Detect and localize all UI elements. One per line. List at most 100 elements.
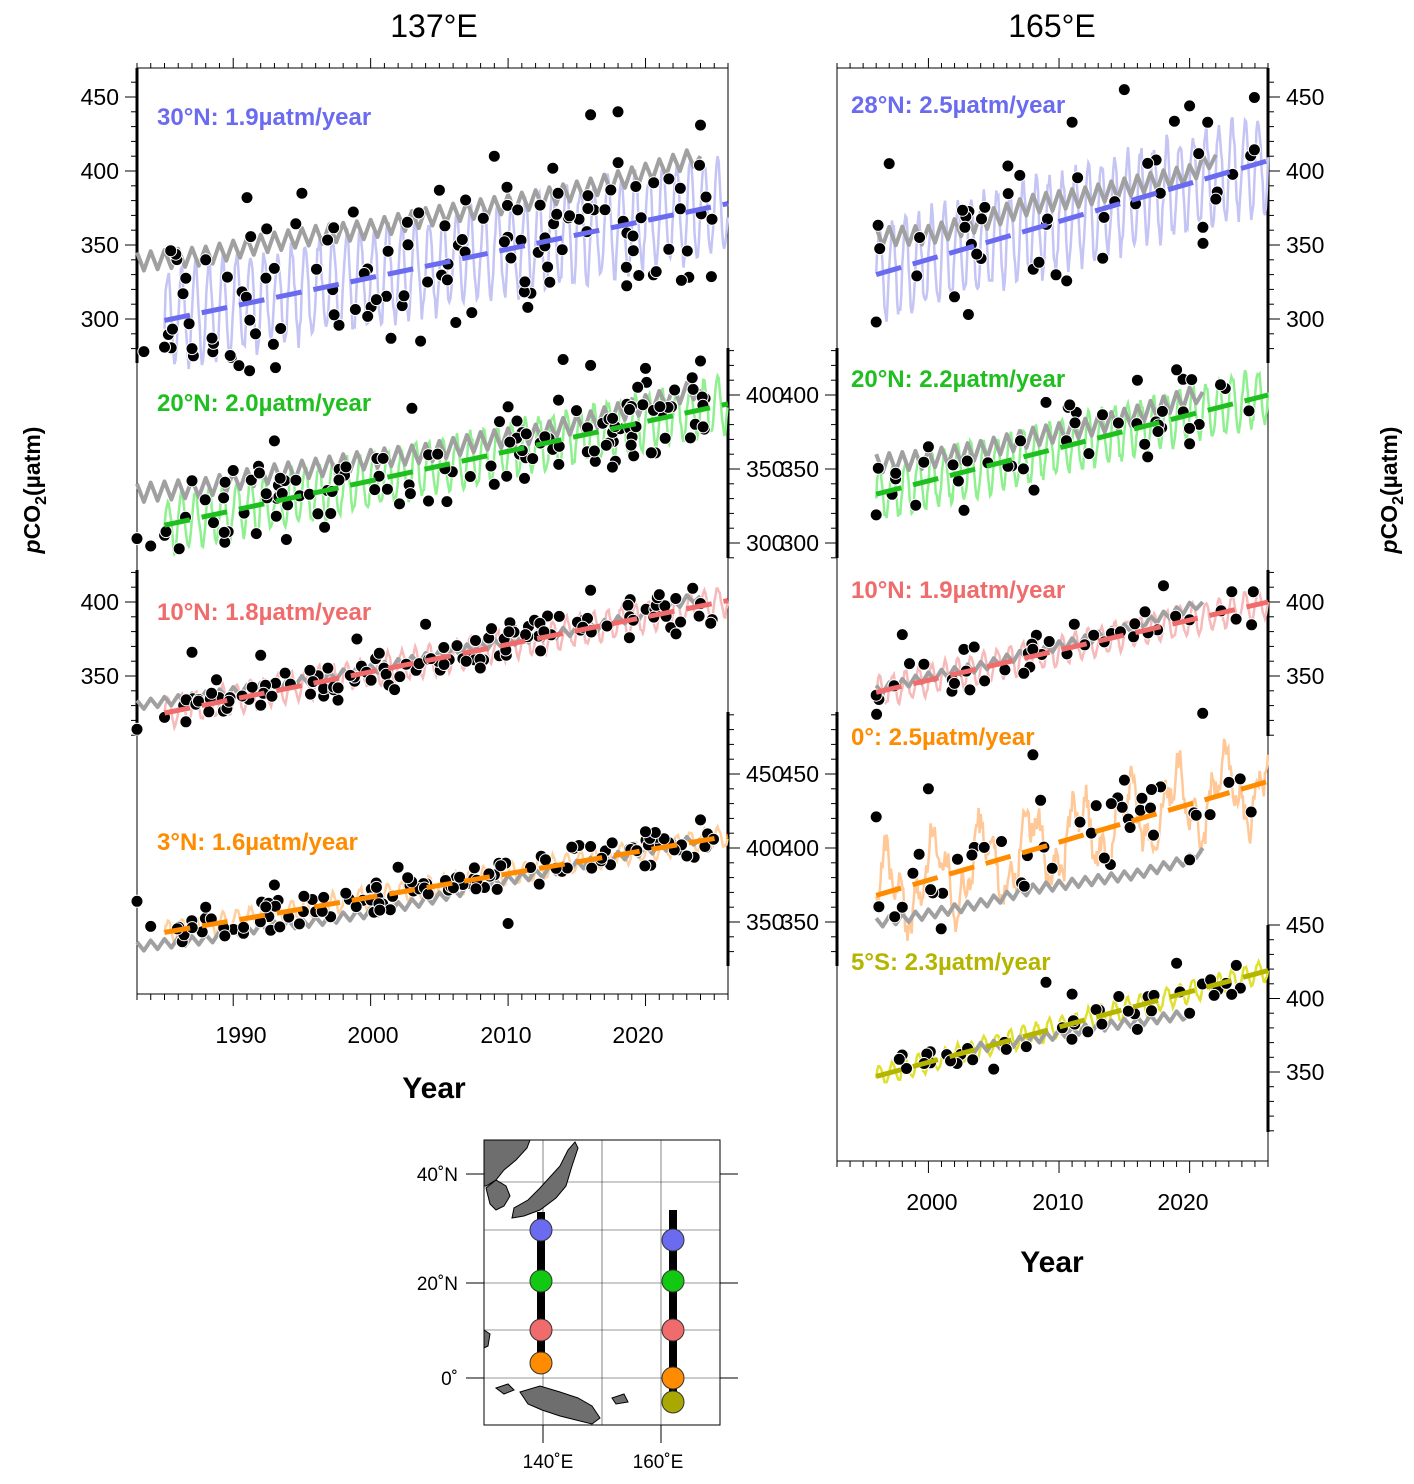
observed-point xyxy=(644,446,658,460)
observed-point xyxy=(649,265,663,279)
observed-point xyxy=(164,244,178,258)
ocean-gray-line xyxy=(874,846,1205,929)
y-tick-label: 400 xyxy=(1286,986,1324,1012)
observed-point xyxy=(620,279,634,293)
observed-point xyxy=(339,886,353,900)
observed-point xyxy=(467,861,481,875)
observed-point xyxy=(297,889,311,903)
observed-point xyxy=(198,493,212,507)
observed-point xyxy=(622,631,636,645)
observed-point xyxy=(393,670,407,684)
observed-point xyxy=(599,438,613,452)
observed-point xyxy=(1065,987,1079,1001)
map-lat-label: 0˚ xyxy=(441,1369,458,1390)
observed-point xyxy=(1032,255,1046,269)
observed-point xyxy=(266,337,280,351)
observed-point xyxy=(1246,585,1260,599)
new-guinea xyxy=(519,1385,601,1425)
panel-137E-10N: 350 400 10°N: 1.8µatm/year xyxy=(81,570,729,736)
observed-point xyxy=(882,157,896,171)
observed-point xyxy=(948,290,961,304)
observed-point xyxy=(1233,981,1247,995)
observed-point xyxy=(1095,1017,1109,1031)
observed-point xyxy=(1089,799,1103,813)
observed-point xyxy=(1068,416,1082,430)
observed-point xyxy=(966,1053,980,1067)
observed-point xyxy=(463,470,477,483)
observed-point xyxy=(565,840,579,854)
observed-point xyxy=(401,871,415,885)
observed-point xyxy=(1244,805,1258,819)
observed-point xyxy=(502,625,516,639)
observed-point xyxy=(373,903,387,917)
observed-point xyxy=(473,661,487,675)
observed-point xyxy=(368,483,382,497)
observed-point xyxy=(455,233,469,246)
observed-point xyxy=(431,447,445,461)
map-lon-label: 160˚E xyxy=(633,1452,684,1473)
observed-point xyxy=(673,202,687,216)
observed-point xyxy=(1209,192,1223,206)
observed-point xyxy=(600,619,614,633)
map-station-137E-10N xyxy=(529,1318,553,1342)
observed-point xyxy=(584,108,598,122)
observed-point xyxy=(652,588,666,602)
observed-point xyxy=(249,327,262,341)
observed-point xyxy=(244,473,258,487)
trend-line xyxy=(875,392,1269,497)
observed-point xyxy=(869,508,883,522)
observed-point xyxy=(638,859,652,873)
observed-point xyxy=(555,243,569,257)
y-label-sub: 2 xyxy=(33,496,50,505)
observed-point xyxy=(1247,91,1261,104)
observed-point xyxy=(1185,373,1199,387)
observed-point xyxy=(500,180,514,194)
observed-point xyxy=(669,627,683,641)
observed-point xyxy=(137,345,151,359)
x-tick-label: 2020 xyxy=(1157,1189,1208,1215)
ocean-gray-line xyxy=(135,380,703,504)
observed-point xyxy=(205,331,219,345)
observed-point xyxy=(260,222,274,236)
observed-point xyxy=(958,220,972,234)
observed-point xyxy=(1014,434,1027,448)
observed-point xyxy=(694,354,707,368)
observed-point xyxy=(267,261,281,275)
observed-point xyxy=(321,233,335,247)
observed-point xyxy=(501,400,515,414)
observed-point xyxy=(223,349,237,362)
observed-point xyxy=(1026,748,1040,762)
observed-point xyxy=(987,1062,1001,1076)
y-tick-label: 400 xyxy=(81,158,119,184)
observed-point xyxy=(957,503,971,517)
observed-point xyxy=(501,917,515,930)
observed-point xyxy=(218,475,232,489)
observed-point xyxy=(1039,395,1053,409)
observed-point xyxy=(917,455,931,469)
observed-point xyxy=(1001,187,1015,201)
observed-point xyxy=(450,639,464,653)
map-station-165E-10N xyxy=(661,1318,685,1342)
observed-point xyxy=(381,244,395,258)
observed-point xyxy=(1141,450,1155,464)
observed-point xyxy=(605,836,619,850)
land-masses xyxy=(483,1139,629,1425)
observed-point xyxy=(504,251,518,265)
observed-point xyxy=(1128,617,1142,631)
observed-point xyxy=(1063,398,1077,412)
observed-point xyxy=(465,306,479,320)
map-station-165E-0 xyxy=(661,1366,685,1390)
observed-point xyxy=(636,398,650,412)
panel-165E-0: 350 400 450 0°: 2.5µatm/year xyxy=(781,706,1270,966)
observed-point xyxy=(978,200,992,214)
observed-point xyxy=(584,583,598,597)
observed-point xyxy=(1138,437,1152,451)
observed-point xyxy=(518,471,531,485)
observed-point xyxy=(917,657,931,671)
y-tick-label: 400 xyxy=(746,835,784,861)
observed-point xyxy=(895,628,909,642)
observed-point xyxy=(397,289,411,303)
observed-point xyxy=(694,813,707,827)
observed-point xyxy=(1049,268,1063,282)
observed-point xyxy=(696,420,710,434)
